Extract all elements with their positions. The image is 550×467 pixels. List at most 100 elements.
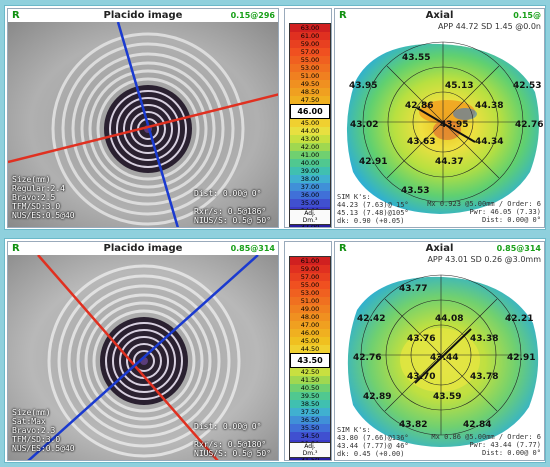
scale-step: 39.00 — [290, 167, 330, 175]
info-line: NUS/ES:0.5@40 — [12, 444, 75, 453]
keratometry-value: 42.21 — [505, 314, 534, 324]
info-line: NIUS/S: 0.5@ 50° — [194, 449, 272, 458]
axial-color-map — [346, 41, 539, 215]
scale-step: 59.00 — [290, 265, 330, 273]
color-scale[interactable]: 61.00 59.00 57.00 55.00 53.00 51.00 49.00 48.00… — [284, 241, 332, 461]
scale-step: 41.50 — [290, 376, 330, 384]
axial-code: 0.15@ — [513, 11, 541, 20]
axial-title: Axial — [425, 10, 454, 21]
scale-step: 55.00 — [290, 281, 330, 289]
scale-step: 47.50 — [290, 96, 330, 104]
power-line: Dist: 0.00@ 0° — [481, 216, 541, 224]
scale-step: 46.00 — [290, 329, 330, 337]
axial-header: R Axial 0.85@314 — [335, 242, 544, 255]
scale-step: 48.50 — [290, 88, 330, 96]
placido-right-info: Rxr/s: 0.5@180° NIUS/S: 0.5@ 50° — [194, 440, 271, 458]
info-line: Rxr/s: 0.5@186° — [194, 207, 267, 216]
color-scale-bar[interactable]: 63.00 61.00 59.00 57.00 55.00 53.00 51.00 49.50… — [289, 23, 331, 227]
color-scale-bar[interactable]: 61.00 59.00 57.00 55.00 53.00 51.00 49.00 48.00… — [289, 256, 331, 460]
scale-step: 36.50 — [290, 416, 330, 424]
axial-color-map — [347, 274, 539, 447]
info-line: TFM/SD:3.0 — [12, 435, 61, 444]
keratometry-value: 44.37 — [435, 157, 464, 167]
scale-step: 42.50 — [290, 368, 330, 376]
scale-step: 44.00 — [290, 127, 330, 135]
placido-title: Placido image — [103, 243, 183, 254]
info-line: Bravo:2.5 — [12, 193, 56, 202]
scale-step: 38.00 — [290, 175, 330, 183]
simk-line: 44.23 (7.63)@ 15° — [337, 201, 409, 209]
simk-line: 45.13 (7.48)@105° — [337, 209, 409, 217]
scale-step: 51.00 — [290, 72, 330, 80]
info-line: NUS/ES:0.5@40 — [12, 211, 75, 220]
placido-title: Placido image — [103, 10, 183, 21]
keratometry-value: 42.53 — [513, 81, 542, 91]
scale-step: 35.50 — [290, 424, 330, 432]
keratometry-value: 43.02 — [350, 120, 379, 130]
keratometry-value: 42.91 — [359, 157, 388, 167]
keratometry-value: 43.44 — [430, 353, 459, 363]
adjust-unit: Dm.³ — [302, 450, 318, 457]
axial-map-view[interactable]: R Axial 0.85@314 APP 43.01 SD 0.26 @3.0m… — [334, 241, 545, 461]
color-scale[interactable]: 63.00 61.00 59.00 57.00 55.00 53.00 51.00 49.50… — [284, 8, 332, 228]
power-line: Dist: 0.00@ 0° — [481, 449, 541, 457]
simk-line: dk: 0.90 (+0.05) — [337, 217, 405, 225]
scale-step: 37.50 — [290, 408, 330, 416]
placido-image-view[interactable]: R Placido image 0.85@314 — [7, 241, 279, 461]
placido-eye-image — [8, 255, 278, 460]
keratometry-value: 43.77 — [399, 284, 428, 294]
scale-step: 34.50 — [290, 432, 330, 440]
adjust-scale-button[interactable]: Adj. Dm.³ — [289, 442, 331, 458]
eye-label: R — [12, 243, 20, 254]
eye-label: R — [339, 243, 347, 254]
scale-step: 36.00 — [290, 191, 330, 199]
scale-step: 48.00 — [290, 313, 330, 321]
axial-title: Axial — [425, 243, 454, 254]
scale-step: 38.50 — [290, 400, 330, 408]
info-line: Size(mm) — [12, 408, 51, 417]
adjust-label: Adj. — [304, 210, 316, 217]
keratometry-value: 43.78 — [470, 372, 499, 382]
scale-step: 61.00 — [290, 257, 330, 265]
scale-step: 51.00 — [290, 297, 330, 305]
placido-header: R Placido image 0.15@296 — [8, 9, 278, 22]
keratometry-value: 43.38 — [470, 334, 499, 344]
simk-line: 43.44 (7.77)@ 46° — [337, 442, 409, 450]
info-line: Bravo:2.3 — [12, 426, 56, 435]
scale-step: 35.00 — [290, 199, 330, 207]
keratometry-value: 43.70 — [407, 372, 436, 382]
keratometry-value: 43.53 — [401, 186, 430, 196]
placido-code: 0.85@314 — [230, 244, 275, 253]
axial-map-view[interactable]: R Axial 0.15@ APP 44.72 SD 1.45 @0.0n — [334, 8, 545, 228]
keratometry-value: 42.42 — [357, 314, 386, 324]
scale-step: 31.50 — [290, 456, 330, 460]
scale-step: 45.00 — [290, 337, 330, 345]
power-line: Pwr: 46.05 (7.33) — [469, 208, 541, 216]
info-line: TFM/SD:3.0 — [12, 202, 61, 211]
keratometry-value: 43.55 — [402, 53, 431, 63]
keratometry-value: 42.91 — [507, 353, 536, 363]
keratometry-value: 43.76 — [407, 334, 436, 344]
power-readout: Mx 0.86 @5.00mm / Order: 6 Pwr: 43.44 (7… — [431, 433, 541, 457]
scale-step: 63.00 — [290, 24, 330, 32]
info-line: Regular:2.4 — [12, 184, 65, 193]
sim-k-readout: SIM K's: 44.23 (7.63)@ 15° 45.13 (7.48)@… — [337, 193, 409, 225]
scale-step: 57.00 — [290, 48, 330, 56]
placido-left-info: Size(mm) Regular:2.4 Bravo:2.5 TFM/SD:3.… — [12, 175, 75, 220]
placido-code: 0.15@296 — [230, 11, 275, 20]
scale-step: 45.00 — [290, 119, 330, 127]
scale-step: 40.50 — [290, 384, 330, 392]
scale-step: 53.00 — [290, 64, 330, 72]
keratometry-value: 42.84 — [463, 420, 492, 430]
power-line: Mx 0.923 @5.00mm / Order: 6 — [427, 200, 541, 208]
placido-left-info: Size(mm) Sat:Max Bravo:2.3 TFM/SD:3.0 NU… — [12, 408, 75, 453]
adjust-unit: Dm.³ — [302, 217, 318, 224]
placido-header: R Placido image 0.85@314 — [8, 242, 278, 255]
adjust-scale-button[interactable]: Adj. Dm.³ — [289, 209, 331, 225]
keratometry-value: 43.82 — [399, 420, 428, 430]
keratometry-value: 43.95 — [349, 81, 378, 91]
placido-image-view[interactable]: R Placido image 0.15@296 — [7, 8, 279, 228]
simk-line: SIM K's: — [337, 193, 371, 201]
scale-step: 49.00 — [290, 305, 330, 313]
topography-panel-2: R Placido image 0.85@314 — [4, 238, 546, 463]
